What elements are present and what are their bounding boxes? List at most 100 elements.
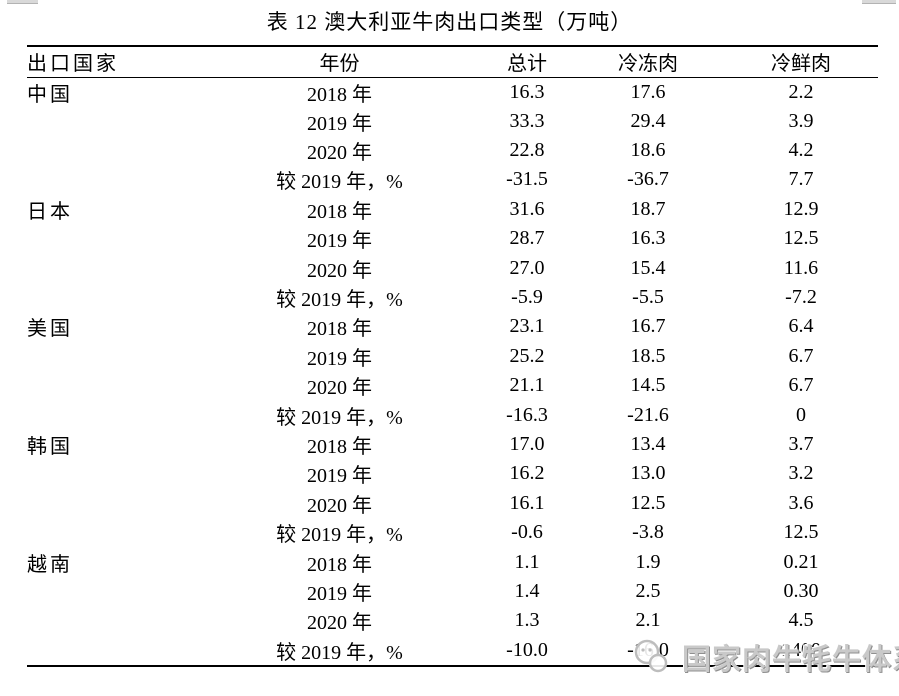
table-row: 较 2019 年，% -10.0 -16.0 1400	[27, 636, 878, 666]
chilled-cell: 0.21	[783, 550, 819, 573]
country-cell	[27, 224, 197, 253]
country-cell	[27, 518, 197, 547]
chilled-cell: 0	[796, 403, 806, 426]
year-cell: 较 2019 年，%	[276, 289, 403, 312]
total-cell: 21.1	[509, 374, 545, 397]
chilled-cell: 6.7	[788, 374, 814, 397]
country-cell	[27, 577, 197, 606]
frozen-cell: 18.6	[630, 139, 666, 162]
year-cell: 2020 年	[307, 612, 372, 635]
country-cell: 中国	[27, 83, 73, 106]
total-cell: 17.0	[509, 432, 545, 455]
total-cell: 27.0	[509, 256, 545, 279]
year-cell: 较 2019 年，%	[276, 406, 403, 429]
total-cell: 28.7	[509, 227, 545, 250]
year-cell: 2018 年	[307, 318, 372, 341]
country-cell	[27, 400, 197, 429]
header-row: 出口国家 年份 总计 冷冻肉 冷鲜肉	[27, 46, 878, 78]
col-header-year: 年份	[197, 46, 482, 78]
country-cell: 美国	[27, 318, 73, 341]
table-container: 出口国家 年份 总计 冷冻肉 冷鲜肉 中国 2018 年 16.3 17.6 2.2 20…	[27, 45, 878, 667]
country-cell	[27, 636, 197, 666]
year-cell: 2019 年	[307, 347, 372, 370]
year-cell: 较 2019 年，%	[276, 524, 403, 547]
total-cell: 1.4	[514, 579, 540, 602]
total-cell: 1.1	[514, 550, 540, 573]
frozen-cell: 16.3	[630, 227, 666, 250]
year-cell: 2020 年	[307, 494, 372, 517]
total-cell: -16.3	[506, 403, 548, 426]
year-cell: 2018 年	[307, 553, 372, 576]
table-row: 2020 年 1.3 2.1 4.5	[27, 606, 878, 635]
chilled-cell: 2.2	[788, 80, 814, 103]
year-cell: 2019 年	[307, 582, 372, 605]
chilled-cell: 12.5	[783, 227, 819, 250]
year-cell: 较 2019 年，%	[276, 171, 403, 194]
country-cell	[27, 606, 197, 635]
total-cell: 22.8	[509, 139, 545, 162]
table-row: 2020 年 21.1 14.5 6.7	[27, 371, 878, 400]
frozen-cell: 17.6	[630, 80, 666, 103]
table-row: 2019 年 33.3 29.4 3.9	[27, 107, 878, 136]
table-row: 较 2019 年，% -0.6 -3.8 12.5	[27, 518, 878, 547]
table-row: 2020 年 16.1 12.5 3.6	[27, 489, 878, 518]
table-row: 日本 2018 年 31.6 18.7 12.9	[27, 195, 878, 224]
frozen-cell: -5.5	[632, 286, 664, 309]
chilled-cell: 3.2	[788, 462, 814, 485]
frozen-cell: 1.9	[635, 550, 661, 573]
table-row: 2019 年 1.4 2.5 0.30	[27, 577, 878, 606]
chilled-cell: 11.6	[783, 256, 819, 279]
frozen-cell: -3.8	[632, 521, 664, 544]
frozen-cell: -21.6	[627, 403, 669, 426]
frozen-cell: 18.5	[630, 344, 666, 367]
country-cell: 日本	[27, 200, 73, 223]
table-row: 较 2019 年，% -5.9 -5.5 -7.2	[27, 283, 878, 312]
col-header-frozen: 冷冻肉	[572, 46, 724, 78]
table-row: 美国 2018 年 23.1 16.7 6.4	[27, 312, 878, 341]
table-row: 2020 年 22.8 18.6 4.2	[27, 136, 878, 165]
col-header-total: 总计	[482, 46, 572, 78]
frozen-cell: 13.0	[630, 462, 666, 485]
chilled-cell: 12.9	[783, 197, 819, 220]
total-cell: 16.3	[509, 80, 545, 103]
frozen-cell: 29.4	[630, 109, 666, 132]
col-header-country: 出口国家	[27, 46, 197, 78]
country-cell: 韩国	[27, 435, 73, 458]
frozen-cell: 2.5	[635, 579, 661, 602]
year-cell: 2020 年	[307, 377, 372, 400]
country-cell: 越南	[27, 553, 73, 576]
country-cell	[27, 459, 197, 488]
frozen-cell: 15.4	[630, 256, 666, 279]
total-cell: 33.3	[509, 109, 545, 132]
chilled-cell: 6.7	[788, 344, 814, 367]
frozen-cell: 18.7	[630, 197, 666, 220]
year-cell: 2019 年	[307, 230, 372, 253]
country-cell	[27, 165, 197, 194]
year-cell: 2018 年	[307, 83, 372, 106]
table-row: 中国 2018 年 16.3 17.6 2.2	[27, 77, 878, 107]
year-cell: 2019 年	[307, 465, 372, 488]
total-cell: 16.2	[509, 462, 545, 485]
total-cell: -5.9	[511, 286, 543, 309]
table-row: 2020 年 27.0 15.4 11.6	[27, 253, 878, 282]
table-row: 韩国 2018 年 17.0 13.4 3.7	[27, 430, 878, 459]
frozen-cell: 12.5	[630, 491, 666, 514]
total-cell: -10.0	[506, 638, 548, 661]
country-cell	[27, 136, 197, 165]
table-row: 较 2019 年，% -31.5 -36.7 7.7	[27, 165, 878, 194]
country-cell	[27, 107, 197, 136]
year-cell: 2018 年	[307, 435, 372, 458]
country-cell	[27, 489, 197, 518]
year-cell: 2020 年	[307, 259, 372, 282]
chilled-cell: 0.30	[783, 579, 819, 602]
table-row: 较 2019 年，% -16.3 -21.6 0	[27, 400, 878, 429]
beef-export-table: 出口国家 年份 总计 冷冻肉 冷鲜肉 中国 2018 年 16.3 17.6 2.2 20…	[27, 45, 878, 667]
total-cell: 16.1	[509, 491, 545, 514]
year-cell: 较 2019 年，%	[276, 641, 403, 664]
table-row: 2019 年 25.2 18.5 6.7	[27, 342, 878, 371]
total-cell: 25.2	[509, 344, 545, 367]
corner-mark-left	[7, 0, 38, 4]
country-cell	[27, 283, 197, 312]
chilled-cell: 3.6	[788, 491, 814, 514]
chilled-cell: 7.7	[788, 168, 814, 191]
